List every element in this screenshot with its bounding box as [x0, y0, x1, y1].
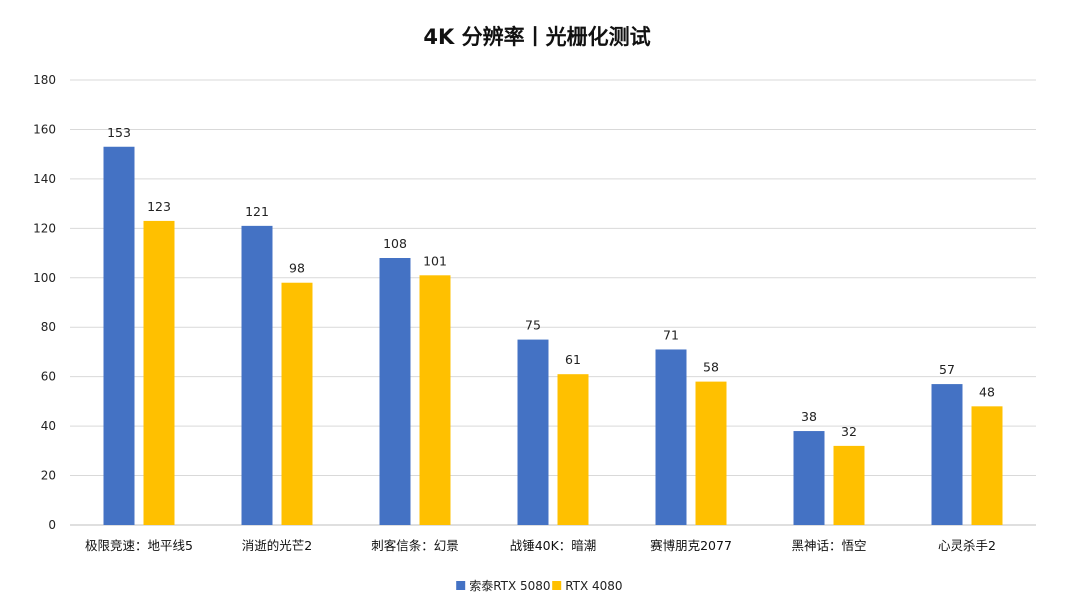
data-label: 123 [147, 199, 171, 214]
y-tick-label: 80 [41, 320, 56, 334]
data-labels: 153 123 121 98 108 101 75 61 71 58 38 32 57 48 [107, 125, 995, 439]
data-label: 75 [525, 318, 541, 333]
bar [419, 275, 451, 525]
x-tick-label: 黑神话：悟空 [791, 538, 866, 553]
legend-label: 索泰RTX 5080 [469, 579, 550, 593]
bar [281, 282, 313, 525]
legend-swatch [552, 581, 562, 590]
y-tick-label: 0 [48, 518, 56, 532]
data-label: 101 [423, 253, 447, 268]
bar [793, 431, 825, 525]
x-tick-label: 赛博朋克2077 [650, 538, 732, 553]
data-label: 153 [107, 125, 131, 140]
x-tick-label: 刺客信条：幻景 [371, 538, 459, 553]
y-tick-label: 140 [33, 172, 56, 186]
y-tick-label: 160 [33, 122, 56, 136]
bar [971, 406, 1003, 525]
data-label: 32 [841, 424, 857, 439]
y-tick-label: 40 [41, 419, 56, 433]
gridlines [70, 79, 1036, 526]
data-label: 98 [289, 261, 305, 276]
data-label: 61 [565, 352, 581, 367]
bar [517, 339, 549, 525]
data-label: 57 [939, 362, 955, 377]
data-label: 48 [979, 384, 995, 399]
y-tick-label: 120 [33, 221, 56, 235]
bar [655, 349, 687, 525]
data-label: 58 [703, 360, 719, 375]
data-label: 71 [663, 327, 679, 342]
data-label: 121 [245, 204, 269, 219]
data-label: 108 [383, 236, 407, 251]
data-label: 38 [801, 409, 817, 424]
bar [241, 225, 273, 525]
legend: 索泰RTX 5080 RTX 4080 [456, 579, 623, 593]
bars [103, 146, 1003, 525]
y-tick-label: 180 [33, 73, 56, 87]
chart-title: 4K 分辨率丨光栅化测试 [423, 25, 650, 49]
bar [379, 258, 411, 525]
legend-swatch [456, 581, 466, 590]
y-axis: 0 20 40 60 80 100 120 140 160 180 [33, 73, 56, 532]
x-tick-label: 战锤40K：暗潮 [510, 538, 597, 553]
y-tick-label: 60 [41, 370, 56, 384]
bar [103, 146, 135, 525]
y-tick-label: 100 [33, 271, 56, 285]
x-tick-label: 极限竞速：地平线5 [85, 538, 193, 553]
bar [143, 220, 175, 525]
x-tick-label: 心灵杀手2 [938, 538, 996, 553]
bar [695, 381, 727, 525]
bar [931, 384, 963, 525]
bar [557, 374, 589, 525]
y-tick-label: 20 [41, 469, 56, 483]
x-tick-label: 消逝的光芒2 [242, 538, 312, 553]
legend-label: RTX 4080 [565, 579, 622, 593]
x-axis: 极限竞速：地平线5 消逝的光芒2 刺客信条：幻景 战锤40K：暗潮 赛博朋克2077 黑神… [85, 538, 996, 553]
bar [833, 445, 865, 525]
